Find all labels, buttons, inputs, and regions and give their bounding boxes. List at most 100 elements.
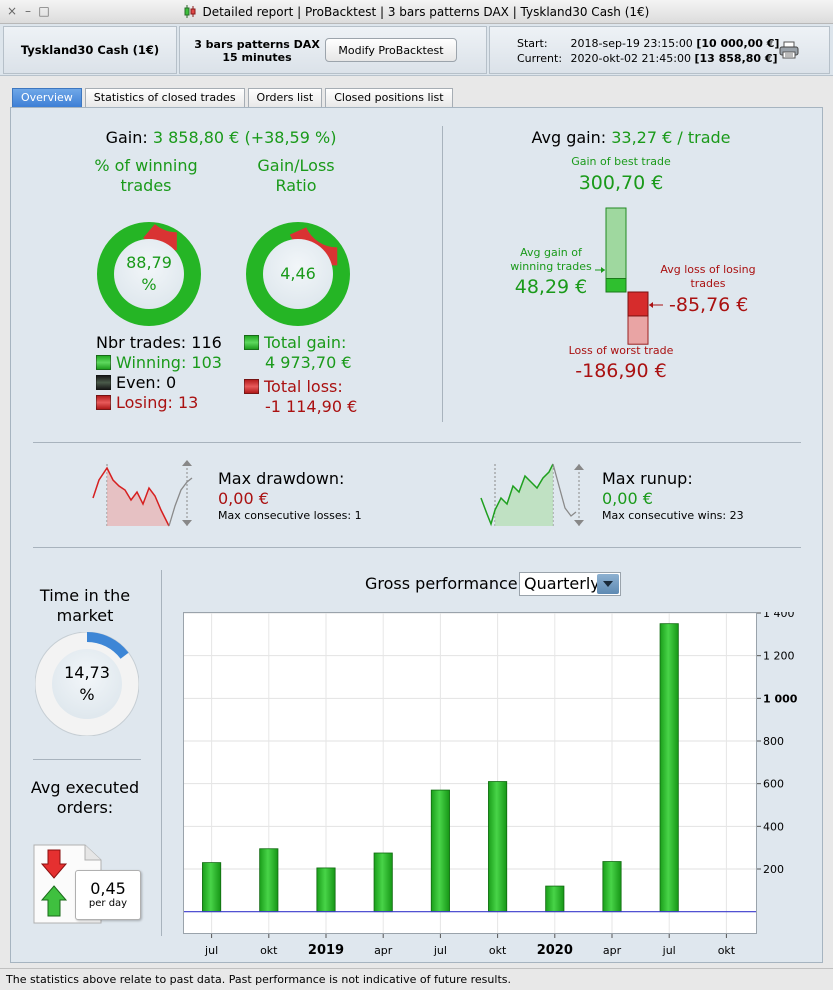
drawdown-value: 0,00 €: [218, 489, 269, 508]
winning-pct-title: % of winning trades: [94, 156, 198, 195]
instrument-cell: Tyskland30 Cash (1€): [3, 26, 177, 74]
y-tick-label: 1 200: [763, 650, 795, 663]
trade-counts: Nbr trades: 116 Winning: 103 Even: 0 Los…: [96, 333, 222, 413]
worst-trade-value: -186,90 €: [575, 360, 667, 382]
avg-orders-title: Avg executed orders:: [30, 778, 140, 817]
x-tick-label: jul: [204, 944, 218, 957]
time-in-market-title: Time in the market: [39, 586, 131, 625]
ratio-value: 4,46: [280, 264, 316, 283]
x-tick-label: okt: [718, 944, 736, 957]
winning-pct-donut: [97, 222, 201, 326]
gain-loss-totals: Total gain: 4 973,70 € Total loss: -1 11…: [244, 333, 357, 417]
performance-bar-6: [545, 885, 565, 913]
performance-bar-1: [259, 848, 279, 913]
runup-sparkline: [480, 463, 584, 527]
strategy-info: 3 bars patterns DAX 15 minutes: [192, 38, 322, 64]
section-divider-1: [33, 442, 801, 443]
winning-row: Winning: 103: [96, 353, 222, 373]
losing-legend-icon: [96, 395, 111, 410]
y-tick-label: 400: [763, 820, 784, 833]
drawdown-sparkline: [92, 460, 193, 527]
total-gain-label: Total gain:: [264, 333, 347, 352]
minimize-window-button[interactable]: –: [25, 4, 31, 18]
tab-overview[interactable]: Overview: [12, 88, 82, 107]
total-loss-value: -1 114,90 €: [265, 397, 358, 416]
performance-period-select[interactable]: Quarterly: [519, 572, 621, 596]
gain-summary: Gain: 3 858,80 € (+38,59 %): [71, 128, 371, 147]
losing-value: 13: [177, 393, 199, 412]
x-tick-label: okt: [260, 944, 278, 957]
window-controls: × – □: [6, 4, 50, 18]
performance-period-value: Quarterly: [524, 574, 600, 593]
nbr-trades-row: Nbr trades: 116: [96, 333, 222, 353]
avg-loss-label: Avg loss of losing trades: [660, 263, 756, 290]
current-label: Current:: [517, 52, 563, 65]
strategy-cell: 3 bars patterns DAX 15 minutes Modify Pr…: [179, 26, 487, 74]
ratio-title: Gain/Loss Ratio: [257, 156, 335, 195]
chevron-down-icon[interactable]: [597, 574, 619, 594]
total-gain-label-row: Total gain:: [244, 333, 357, 353]
performance-bar-0: [202, 862, 222, 913]
time-in-market-ring: 14,73 %: [35, 632, 139, 736]
x-tick-label: jul: [433, 944, 447, 957]
modify-probacktest-button[interactable]: Modify ProBacktest: [325, 38, 457, 62]
total-loss-label: Total loss:: [264, 377, 343, 396]
candlestick-icon: [184, 5, 196, 18]
total-loss-label-row: Total loss:: [244, 377, 357, 397]
avg-gain-loss-bars: [595, 207, 663, 345]
performance-bar-8: [659, 623, 679, 913]
time-in-market-donut: [35, 632, 139, 736]
avg-win-value: 48,29 €: [514, 276, 588, 298]
x-tick-label: 2020: [537, 943, 573, 958]
ratio-ring: 4,46: [246, 222, 350, 326]
section-divider-vertical-2: [161, 570, 162, 936]
disclaimer-footer: The statistics above relate to past data…: [0, 968, 833, 990]
print-icon[interactable]: [779, 41, 799, 59]
avg-orders-widget: 0,45 per day: [33, 844, 143, 926]
x-tick-label: apr: [603, 944, 622, 957]
losing-label: Losing:: [116, 393, 173, 412]
tab-statistics-closed-trades[interactable]: Statistics of closed trades: [84, 88, 245, 107]
winning-label: Winning:: [116, 353, 187, 372]
y-tick-label: 800: [763, 735, 784, 748]
performance-chart: [183, 612, 757, 934]
current-date: 2020-okt-02 21:45:00: [570, 52, 691, 65]
start-capital: [10 000,00 €]: [696, 37, 780, 50]
even-label: Even:: [116, 373, 161, 392]
even-value: 0: [166, 373, 177, 392]
section-divider-2: [33, 547, 801, 548]
y-tick-label: 200: [763, 863, 784, 876]
tab-orders-list[interactable]: Orders list: [247, 88, 323, 107]
time-in-market-value: 14,73: [64, 663, 110, 682]
total-gain-legend-icon: [244, 335, 259, 350]
x-tick-label: jul: [662, 944, 676, 957]
section-divider-3: [33, 759, 141, 760]
best-trade-value: 300,70 €: [578, 172, 664, 194]
avg-gain-value: 33,27 € / trade: [611, 128, 731, 147]
winning-pct-unit: %: [141, 275, 157, 294]
best-trade-label: Gain of best trade: [571, 155, 671, 168]
avg-orders-box: 0,45 per day: [75, 870, 141, 920]
time-in-market-unit: %: [79, 685, 95, 704]
report-header: Tyskland30 Cash (1€) 3 bars patterns DAX…: [0, 24, 833, 76]
time-in-market-center: 14,73 %: [52, 649, 122, 719]
runup-title: Max runup:: [602, 469, 693, 488]
gain-value: 3 858,80 € (+38,59 %): [152, 128, 337, 147]
avg-win-label: Avg gain of winning trades: [510, 246, 592, 273]
tab-closed-positions-list[interactable]: Closed positions list: [325, 88, 453, 107]
y-tick-label: 600: [763, 778, 784, 791]
gain-label: Gain:: [105, 128, 148, 147]
performance-x-axis: jul okt 2019 apr jul okt 2020 apr jul okt: [204, 934, 736, 958]
performance-bar-2: [316, 867, 336, 913]
instrument-name: Tyskland30 Cash (1€): [20, 43, 160, 57]
winning-pct-ring: 88,79 %: [97, 222, 201, 326]
total-loss-legend-icon: [244, 379, 259, 394]
start-label: Start:: [517, 37, 548, 50]
strategy-timeframe: 15 minutes: [222, 51, 292, 64]
maximize-window-button[interactable]: □: [38, 4, 50, 18]
avg-loss-value: -85,76 €: [669, 294, 749, 316]
x-tick-label: 2019: [308, 943, 344, 958]
avg-win-bar: [605, 278, 627, 293]
close-window-button[interactable]: ×: [6, 4, 18, 18]
overview-panel: Gain: 3 858,80 € (+38,59 %) % of winning…: [10, 107, 823, 963]
